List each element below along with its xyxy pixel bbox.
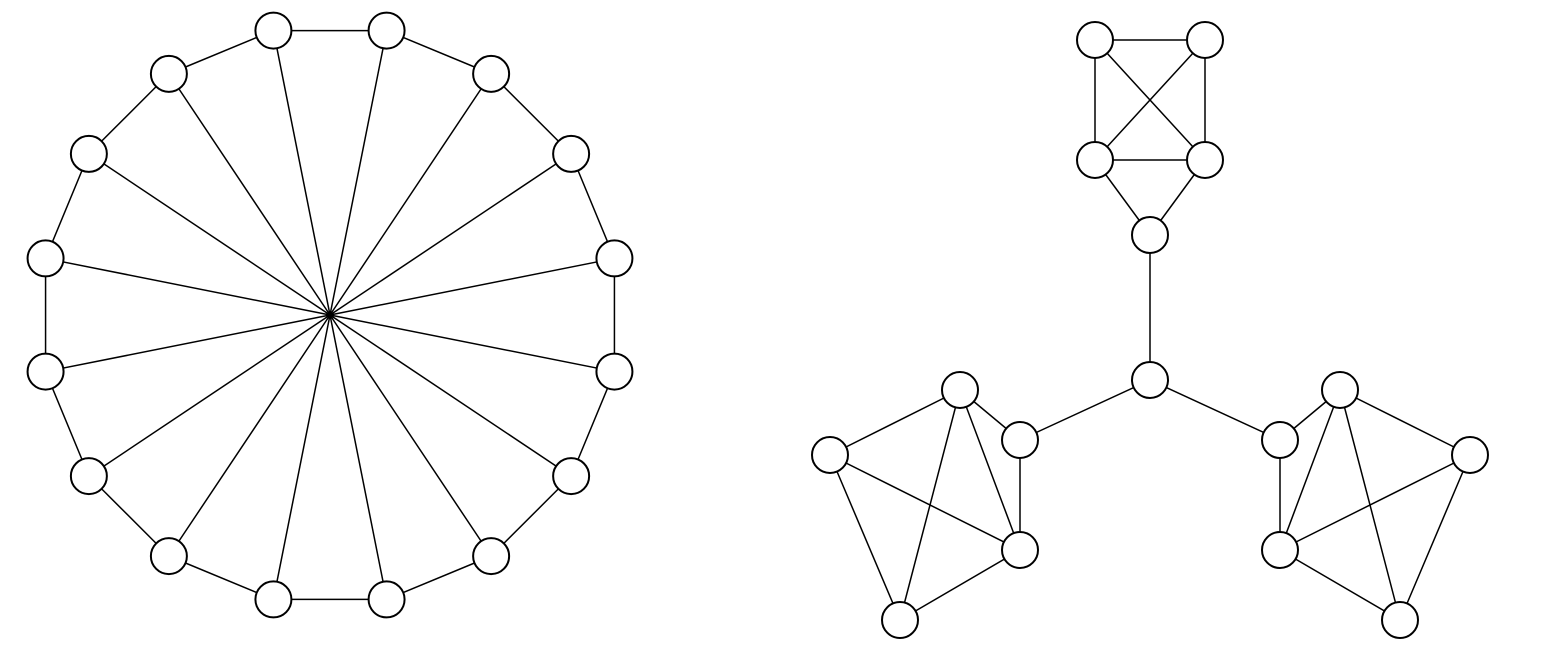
graph-node <box>71 136 107 172</box>
graph-edge <box>830 455 900 620</box>
graph-edge <box>830 390 960 455</box>
graph-node <box>882 602 918 638</box>
graph-node <box>553 136 589 172</box>
graph-edge <box>960 390 1020 550</box>
graph-node <box>255 13 291 49</box>
graph-node <box>1187 142 1223 178</box>
graph-node <box>151 56 187 92</box>
graph-edge <box>1020 380 1150 440</box>
graph-node <box>473 538 509 574</box>
edges-layer <box>46 31 1470 620</box>
graph-node <box>596 240 632 276</box>
graph-node <box>473 56 509 92</box>
graph-node <box>255 581 291 617</box>
graph-diagram <box>0 0 1563 661</box>
graph-edge <box>1280 455 1470 550</box>
graph-edge <box>1280 550 1400 620</box>
graph-node <box>1077 142 1113 178</box>
graph-node <box>1187 22 1223 58</box>
graph-node <box>1002 532 1038 568</box>
graph-edge <box>1340 390 1470 455</box>
graph-node <box>1452 437 1488 473</box>
graph-node <box>812 437 848 473</box>
graph-node <box>151 538 187 574</box>
graph-node <box>28 354 64 390</box>
graph-node <box>1002 422 1038 458</box>
graph-edge <box>830 455 1020 550</box>
graph-edge <box>1150 380 1280 440</box>
graph-edge <box>1280 390 1340 550</box>
graph-node <box>1262 422 1298 458</box>
graph-node <box>1132 362 1168 398</box>
graph-node <box>71 458 107 494</box>
graph-edge <box>900 550 1020 620</box>
graph-node <box>28 240 64 276</box>
graph-node <box>942 372 978 408</box>
graph-node <box>553 458 589 494</box>
graph-node <box>369 13 405 49</box>
graph-node <box>1382 602 1418 638</box>
graph-node <box>369 581 405 617</box>
graph-node <box>1077 22 1113 58</box>
graph-node <box>596 354 632 390</box>
graph-node <box>1322 372 1358 408</box>
graph-node <box>1262 532 1298 568</box>
graph-node <box>1132 217 1168 253</box>
graph-edge <box>1400 455 1470 620</box>
nodes-layer <box>28 13 1488 638</box>
